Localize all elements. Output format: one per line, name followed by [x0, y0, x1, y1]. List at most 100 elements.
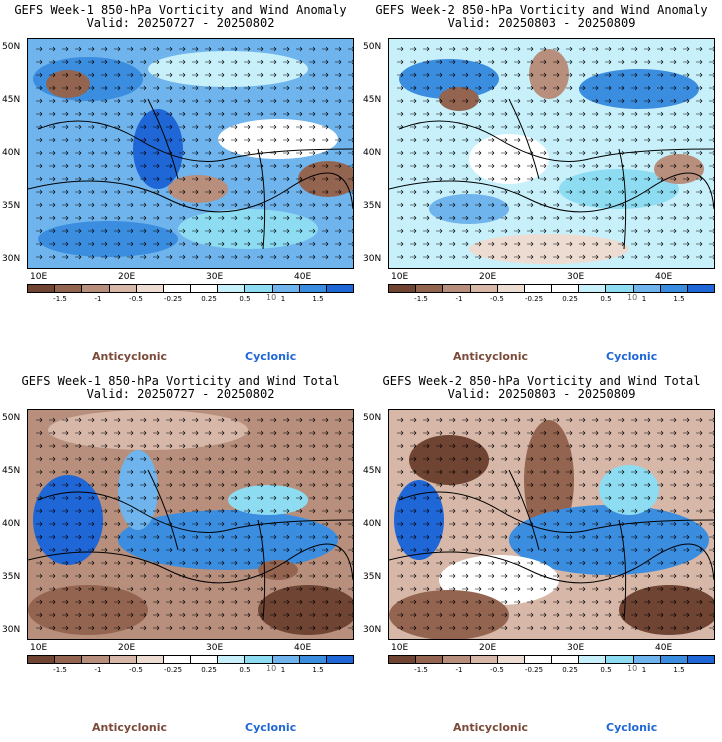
wind-arrow-icon [140, 124, 147, 130]
wind-arrow-icon [397, 72, 404, 78]
wind-arrow-icon [283, 521, 290, 527]
wind-arrow-icon [270, 534, 277, 540]
wind-arrow-icon [36, 482, 43, 488]
wind-arrow-icon [296, 456, 303, 462]
wind-arrow-icon [670, 228, 677, 234]
wind-arrow-icon [231, 163, 238, 169]
wind-arrow-icon [36, 111, 43, 117]
colorbar-segment [136, 656, 164, 663]
colorbar-tick: -1 [94, 295, 102, 303]
wind-arrow-icon [283, 508, 290, 514]
wind-arrow-icon [592, 430, 599, 436]
wind-arrow-icon [631, 521, 638, 527]
wind-arrow-icon [631, 72, 638, 78]
wind-arrow-icon [657, 495, 664, 501]
wind-arrow-icon [540, 469, 547, 475]
wind-arrow-icon [62, 573, 69, 579]
wind-arrow-icon [657, 85, 664, 91]
wind-arrow-icon [218, 586, 225, 592]
wind-arrow-icon [553, 599, 560, 605]
wind-arrow-icon [436, 573, 443, 579]
wind-arrow-icon [231, 443, 238, 449]
wind-arrow-icon [49, 59, 56, 65]
wind-arrow-icon [36, 443, 43, 449]
wind-arrow-icon [553, 495, 560, 501]
wind-arrow-icon [270, 521, 277, 527]
wind-arrow-icon [153, 85, 160, 91]
wind-arrow-icon [88, 111, 95, 117]
wind-arrow-icon [631, 46, 638, 52]
wind-arrow-icon [527, 534, 534, 540]
wind-arrow-icon [244, 98, 251, 104]
wind-arrow-icon [257, 599, 264, 605]
wind-arrow-icon [670, 508, 677, 514]
wind-arrow-icon [514, 150, 521, 156]
wind-arrow-icon [579, 215, 586, 221]
colorbar-segment [272, 285, 300, 292]
wind-arrow-icon [257, 46, 264, 52]
colorbar-segment [389, 656, 417, 663]
wind-arrow-icon [322, 482, 329, 488]
wind-arrow-icon [670, 456, 677, 462]
panel-week2-total: GEFS Week-2 850-hPa Vorticity and Wind T… [361, 371, 722, 742]
wind-arrow-icon [231, 612, 238, 618]
wind-arrow-icon [527, 202, 534, 208]
colorbar-scale-label: 10 [266, 664, 277, 673]
wind-arrow-icon [140, 612, 147, 618]
wind-arrow-icon [88, 124, 95, 130]
wind-arrow-icon [348, 202, 353, 208]
wind-arrow-icon [475, 189, 482, 195]
wind-arrow-icon [527, 59, 534, 65]
wind-arrow-icon [475, 417, 482, 423]
wind-arrow-icon [644, 228, 651, 234]
wind-arrow-icon [514, 241, 521, 247]
wind-arrow-icon [127, 417, 134, 423]
wind-arrow-icon [475, 98, 482, 104]
wind-arrow-icon [670, 189, 677, 195]
wind-arrow-icon [322, 124, 329, 130]
wind-arrow-icon [257, 508, 264, 514]
wind-arrow-icon [462, 241, 469, 247]
wind-arrow-icon [696, 534, 703, 540]
wind-arrow-icon [592, 98, 599, 104]
wind-arrow-icon [153, 599, 160, 605]
colorbar-segment [28, 656, 56, 663]
wind-arrow-icon [449, 482, 456, 488]
wind-arrow-icon [540, 586, 547, 592]
wind-arrow-icon [501, 137, 508, 143]
wind-arrow-icon [631, 59, 638, 65]
wind-arrow-icon [670, 176, 677, 182]
wind-arrow-icon [49, 469, 56, 475]
wind-arrow-icon [127, 241, 134, 247]
wind-arrow-icon [566, 625, 573, 631]
wind-arrow-icon [322, 137, 329, 143]
wind-arrow-icon [475, 482, 482, 488]
wind-arrow-icon [153, 98, 160, 104]
wind-arrow-icon [309, 254, 316, 260]
wind-arrow-icon [322, 228, 329, 234]
wind-arrow-icon [410, 625, 417, 631]
wind-arrow-icon [231, 72, 238, 78]
wind-arrow-icon [397, 417, 404, 423]
wind-arrow-icon [644, 482, 651, 488]
wind-arrow-icon [553, 124, 560, 130]
wind-arrow-icon [644, 456, 651, 462]
wind-arrow-icon [657, 599, 664, 605]
wind-arrow-icon [514, 111, 521, 117]
wind-arrow-icon [566, 241, 573, 247]
wind-arrow-icon [205, 202, 212, 208]
wind-arrow-icon [75, 534, 82, 540]
wind-arrow-icon [683, 560, 690, 566]
wind-arrow-icon [605, 573, 612, 579]
wind-arrow-icon [335, 456, 342, 462]
wind-arrow-icon [579, 469, 586, 475]
wind-arrow-icon [397, 202, 404, 208]
wind-arrow-icon [696, 137, 703, 143]
wind-arrow-icon [140, 495, 147, 501]
wind-arrow-icon [62, 241, 69, 247]
wind-arrow-icon [322, 573, 329, 579]
wind-arrow-icon [231, 150, 238, 156]
wind-arrow-icon [140, 176, 147, 182]
wind-arrow-icon [62, 547, 69, 553]
wind-arrow-icon [514, 443, 521, 449]
